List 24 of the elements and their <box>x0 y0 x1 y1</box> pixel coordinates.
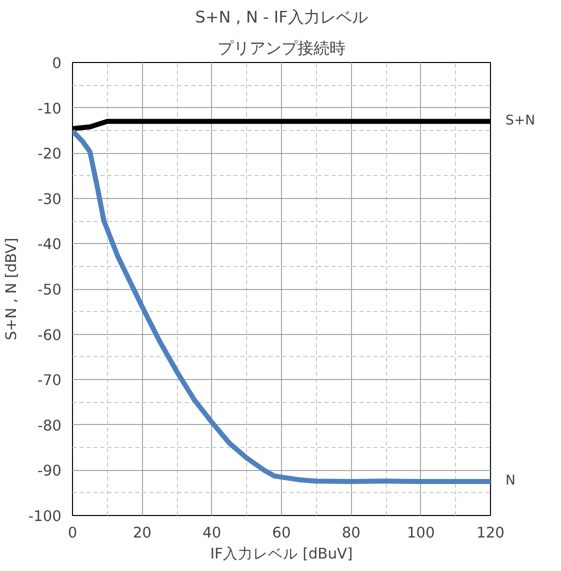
y-tick-label: -100 <box>28 508 62 525</box>
x-tick-label: 0 <box>68 524 78 542</box>
y-tick-label: -40 <box>38 236 62 254</box>
chart-title: S+N , N - IF入力レベル <box>195 8 368 26</box>
y-tick-label: -50 <box>38 282 62 298</box>
x-tick-label: 40 <box>202 524 222 542</box>
y-tick-label: -60 <box>38 326 62 344</box>
y-tick-label: -10 <box>38 100 62 118</box>
series-label: S+N <box>506 113 536 128</box>
y-axis-title: S+N , N [dBV] <box>3 238 20 340</box>
x-tick-label: 60 <box>272 524 291 542</box>
chart-subtitle: プリアンプ接続時 <box>218 38 346 58</box>
series-label: N <box>506 474 516 489</box>
x-tick-label: 100 <box>406 524 435 542</box>
x-tick-label: 80 <box>342 524 360 542</box>
x-axis-title: IF入力レベル [dBuV] <box>210 546 353 562</box>
y-tick-label: 0 <box>52 55 62 72</box>
x-tick-label: 20 <box>132 524 152 542</box>
y-tick-label: -90 <box>38 462 62 480</box>
y-tick-label: -70 <box>38 372 62 390</box>
y-tick-label: -20 <box>38 146 62 163</box>
x-tick-label: 120 <box>476 524 504 542</box>
y-tick-label: -30 <box>38 190 62 208</box>
y-tick-label: -80 <box>38 417 62 434</box>
